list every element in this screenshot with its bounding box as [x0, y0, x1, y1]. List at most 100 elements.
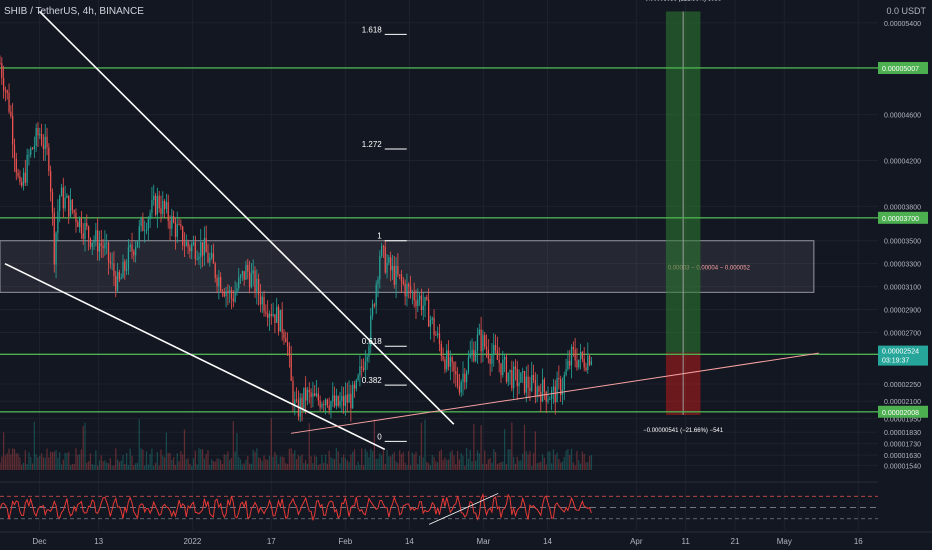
- candle-body: [189, 247, 191, 252]
- volume-bar: [267, 459, 269, 470]
- candle-body: [390, 257, 392, 271]
- time-axis[interactable]: Dec 13 2022 17 Feb 14 Mar 14 Apr 11 21 May 16: [0, 531, 932, 546]
- volume-bar: [295, 459, 298, 470]
- candle-body: [386, 262, 388, 273]
- candle-body: [111, 263, 113, 265]
- volume-bar: [0, 462, 1, 470]
- volume-bar: [371, 451, 374, 470]
- price-tick-label: 0.00003300: [884, 262, 921, 269]
- candle-body: [15, 158, 17, 173]
- volume-bar: [98, 460, 101, 470]
- fib-label-2: 1: [377, 232, 382, 241]
- candle-body: [207, 252, 209, 263]
- candle-body: [406, 284, 408, 297]
- candle-body: [120, 277, 122, 280]
- volume-bar: [169, 452, 171, 470]
- price-tick-label: 0.00003800: [884, 204, 921, 211]
- volume-bar: [113, 465, 115, 470]
- candle-body: [230, 290, 233, 299]
- candle-body: [158, 195, 160, 209]
- horizontal-levels[interactable]: [0, 67, 878, 413]
- candle-body: [473, 349, 475, 361]
- volume-bar: [446, 459, 448, 470]
- candle-body: [125, 269, 128, 271]
- volume-bar: [279, 456, 281, 470]
- volume-bar: [147, 464, 149, 470]
- volume-bar: [585, 462, 587, 470]
- volume-bar: [77, 454, 79, 470]
- volume-bar: [437, 462, 439, 470]
- volume-bar: [550, 463, 553, 470]
- candle-body: [4, 90, 7, 92]
- price-axis[interactable]: 0.00005400 0.00004600 0.00004200 0.00003800…: [878, 0, 932, 550]
- volume-bar: [576, 451, 578, 470]
- candle-body: [48, 147, 50, 172]
- volume-bar: [420, 422, 423, 470]
- candle-body: [254, 270, 256, 293]
- candle-body: [565, 368, 567, 376]
- volume-bar: [154, 462, 157, 470]
- candle-body: [413, 292, 415, 301]
- volume-bar: [252, 449, 254, 470]
- candle-body: [556, 378, 558, 403]
- candle-body: [514, 366, 517, 369]
- volume-bar: [22, 462, 25, 470]
- volume-bar: [388, 456, 390, 470]
- candle-body: [295, 399, 298, 401]
- candle-body: [82, 233, 84, 239]
- candle-body: [467, 357, 470, 372]
- volume-bar: [352, 451, 354, 470]
- candle-body: [433, 317, 435, 335]
- candle-body: [543, 379, 546, 392]
- candle-body: [176, 224, 178, 237]
- candle-body: [156, 195, 158, 215]
- volume-bar: [256, 448, 258, 470]
- level-price-tag[interactable]: [878, 61, 928, 74]
- rsi-trendline[interactable]: [428, 493, 499, 525]
- volume-bar: [565, 450, 567, 470]
- candle-body: [196, 258, 198, 260]
- candle-body: [267, 313, 269, 318]
- trendline-1[interactable]: [4, 262, 386, 451]
- candle-body: [552, 386, 555, 391]
- volume-bar: [523, 424, 526, 470]
- volume-bar: [207, 450, 209, 470]
- price-tick-label: 0.00003100: [884, 285, 921, 292]
- candle-body: [465, 371, 468, 383]
- volume-bar: [1, 456, 3, 470]
- volume-bar: [527, 454, 529, 470]
- trendline-0[interactable]: [38, 10, 455, 425]
- candle-body: [252, 270, 254, 274]
- volume-bar: [451, 450, 453, 470]
- volume-bar: [400, 454, 403, 470]
- volume-bar: [270, 418, 272, 470]
- fibonacci-extension[interactable]: 1.618 1.272 1 0.618 0.382 0: [362, 25, 407, 442]
- volume-bar: [247, 455, 249, 470]
- volume-bar: [131, 455, 133, 470]
- price-tick-label: 0.00002250: [884, 382, 921, 389]
- volume-bar: [319, 463, 321, 470]
- trendline-2[interactable]: [290, 352, 819, 434]
- candle-body: [487, 349, 489, 359]
- candle-body: [86, 223, 88, 227]
- candle-body: [415, 300, 417, 307]
- candle-body: [420, 295, 423, 311]
- volume-bar: [82, 426, 84, 470]
- candle-body: [232, 298, 234, 302]
- candle-body: [131, 245, 133, 252]
- volume-bar: [346, 460, 348, 470]
- volume-bar: [415, 451, 417, 470]
- volume-bar: [165, 432, 168, 470]
- candle-body: [247, 264, 249, 272]
- volume-bar: [444, 457, 446, 470]
- level-price-tag[interactable]: [878, 211, 928, 224]
- candle-body: [69, 199, 72, 217]
- trendlines[interactable]: [4, 10, 819, 451]
- current-price-tag[interactable]: [878, 345, 928, 366]
- candle-body: [379, 255, 381, 280]
- level-price-tag[interactable]: [878, 405, 928, 418]
- candle-body: [84, 223, 86, 239]
- candle-body: [279, 309, 281, 332]
- currency-label[interactable]: 0.0 USDT: [886, 6, 926, 16]
